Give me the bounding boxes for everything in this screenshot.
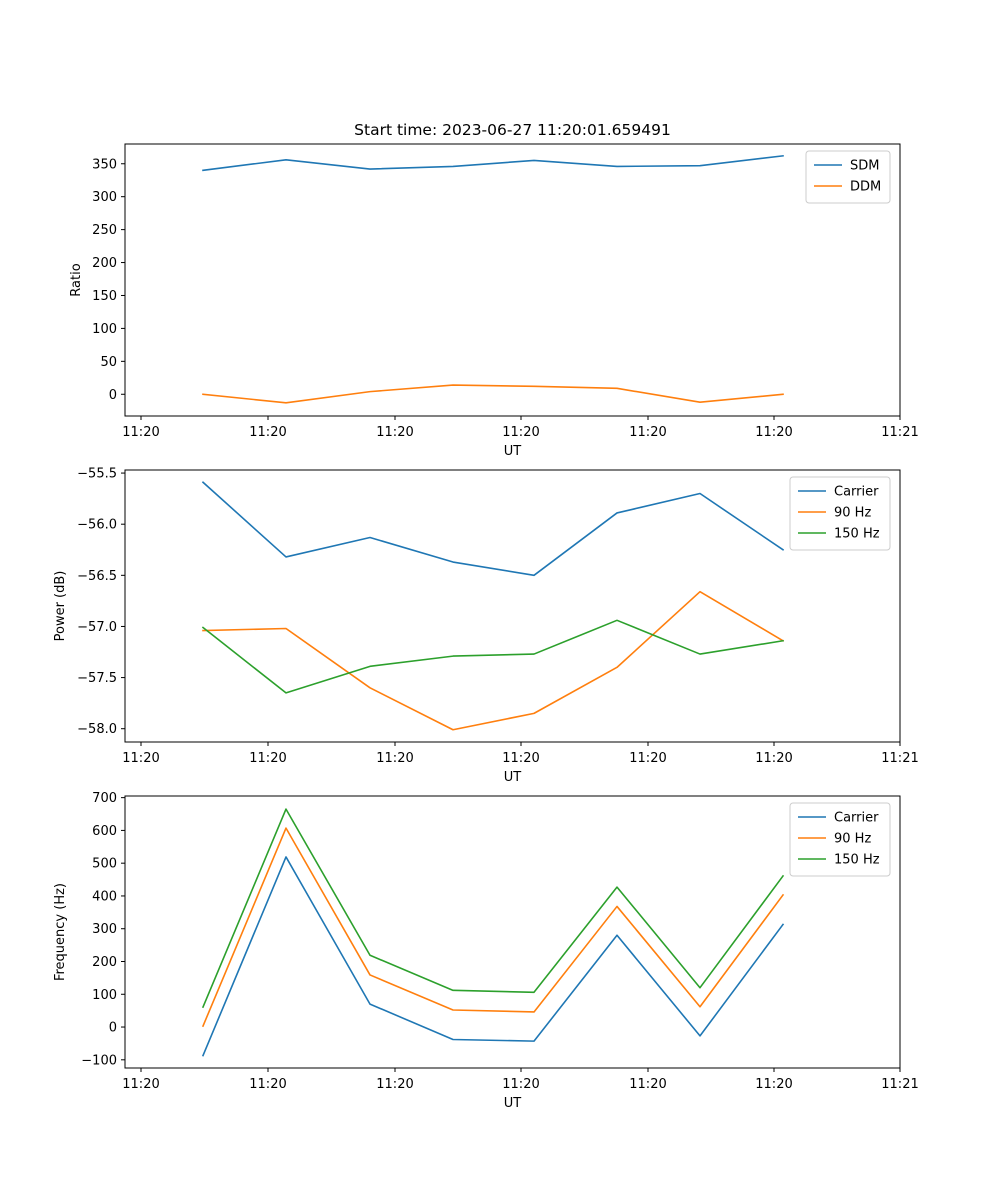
y-tick-label: −100 [81,1053,117,1068]
y-tick-label: 100 [92,322,117,337]
series-line-ddm [202,384,784,404]
x-tick-label: 11:20 [376,1077,413,1092]
legend-entry: 150 Hz [834,853,880,868]
legend: Carrier 90 Hz 150 Hz [789,476,891,551]
y-tick-label: 50 [100,355,117,370]
legend-entry: 90 Hz [834,506,871,521]
x-tick-label: 11:20 [122,425,159,440]
x-tick-label: 11:20 [376,425,413,440]
chart-panel-2: −58.0 −57.5 −57.0 −56.5 −56.0 −55.5 11:20 11:20… [53,467,919,785]
y-tick-label: 300 [92,922,117,937]
x-tick-label: 11:20 [755,751,792,766]
legend-entry: DDM [850,180,881,195]
y-axis-label: Ratio [69,263,84,296]
axes-frame [124,469,901,743]
y-tick-label: 200 [92,955,117,970]
series-line-90-hz [201,827,785,1028]
x-tick-label: 11:20 [502,751,539,766]
x-axis-label: UT [504,770,522,785]
x-axis-label: UT [504,1096,522,1111]
x-tick-label: 11:20 [629,751,666,766]
legend: Carrier 90 Hz 150 Hz [789,802,891,877]
legend-frame [789,802,891,877]
series-line-carrier [201,481,785,577]
series-line-150-hz [201,808,785,1009]
series-line-sdm [202,154,784,172]
y-tick-label: 0 [109,1021,117,1036]
y-tick-label: −55.5 [77,467,117,482]
y-tick-label: 200 [92,256,117,271]
x-tick-label: 11:20 [249,425,286,440]
legend-frame [805,150,891,204]
series-line-150-hz [201,619,784,694]
legend-entry: Carrier [834,485,879,500]
legend: SDM DDM [805,150,891,204]
y-tick-label: 500 [92,857,117,872]
y-tick-label: 100 [92,988,117,1003]
x-tick-label: 11:20 [122,1077,159,1092]
x-tick-label: 11:20 [755,425,792,440]
y-axis-label: Frequency (Hz) [53,883,68,981]
y-axis-label: Power (dB) [53,571,68,642]
x-tick-label: 11:20 [629,1077,666,1092]
y-tick-label: 150 [92,289,117,304]
x-tick-label: 11:20 [249,751,286,766]
x-tick-label: 11:21 [881,1077,918,1092]
x-tick-label: 11:21 [881,751,918,766]
y-tick-label: −57.0 [77,620,117,635]
legend-entry: 150 Hz [834,527,880,542]
y-tick-label: −56.5 [77,569,117,584]
y-tick-label: 600 [92,824,117,839]
x-tick-label: 11:21 [881,425,918,440]
chart-panel-1: Start time: 2023-06-27 11:20:01.659491 0 5… [69,121,919,459]
legend-entry: Carrier [834,811,879,826]
series-line-90-hz [202,590,785,731]
x-tick-label: 11:20 [502,1077,539,1092]
x-axis-label: UT [504,444,522,459]
y-tick-label: 350 [92,157,117,172]
y-tick-label: −56.0 [77,518,117,533]
legend-entry: 90 Hz [834,832,871,847]
x-tick-label: 11:20 [376,751,413,766]
axes-frame [124,143,901,417]
y-tick-label: −58.0 [77,722,117,737]
y-tick-label: 250 [92,223,117,238]
y-tick-label: 400 [92,889,117,904]
y-tick-label: 0 [109,388,117,403]
x-tick-label: 11:20 [122,751,159,766]
x-tick-label: 11:20 [629,425,666,440]
legend-entry: SDM [850,159,879,174]
x-tick-label: 11:20 [249,1077,286,1092]
axes-frame [124,795,901,1069]
series-line-carrier [201,856,785,1057]
y-tick-label: 700 [92,791,117,806]
x-tick-label: 11:20 [502,425,539,440]
chart-title: Start time: 2023-06-27 11:20:01.659491 [354,121,671,139]
legend-frame [789,476,891,551]
y-tick-label: 300 [92,190,117,205]
x-tick-label: 11:20 [755,1077,792,1092]
chart-panel-3: −100 0 100 200 300 400 500 600 700 11:20 11:20 11:2… [53,791,919,1111]
y-tick-label: −57.5 [77,671,117,686]
